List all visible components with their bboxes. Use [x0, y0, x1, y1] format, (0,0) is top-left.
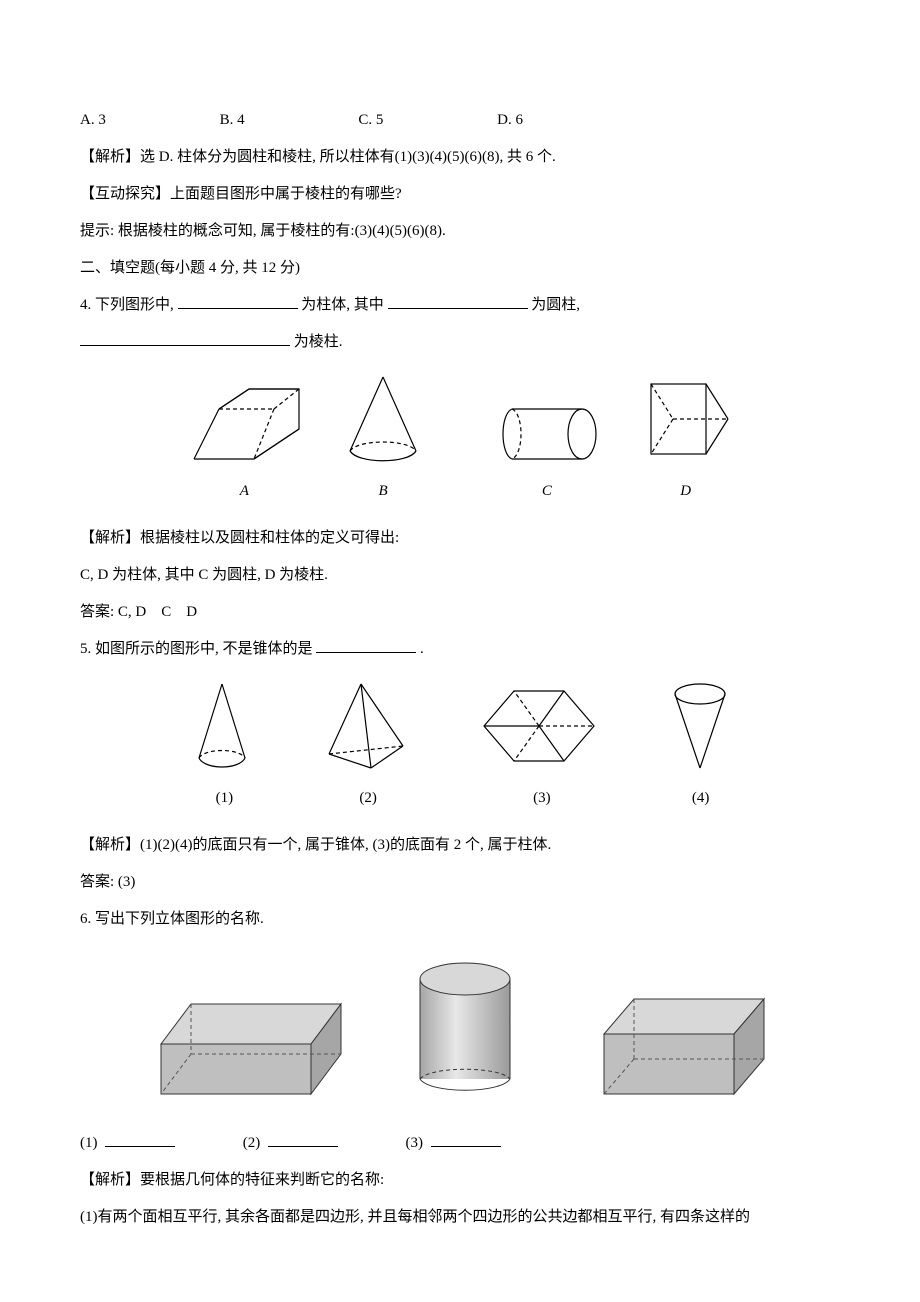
q5-label-3: (3) [447, 782, 637, 815]
option-a: A. 3 [80, 104, 106, 137]
q5-stem-text: 5. 如图所示的图形中, 不是锥体的是 [80, 641, 313, 657]
q4-stem-line2: 为棱柱. [80, 326, 840, 359]
q4-fig-b [338, 369, 428, 469]
q3-hint: 提示: 根据棱柱的概念可知, 属于棱柱的有:(3)(4)(5)(6)(8). [80, 215, 840, 248]
q6-line2: (1)有两个面相互平行, 其余各面都是四边形, 并且每相邻两个四边形的公共边都相… [80, 1201, 840, 1234]
q6-blank-1 [105, 1131, 175, 1147]
q5-fig-1 [187, 676, 257, 776]
q5-fig-4 [668, 676, 733, 776]
q4-text-mid2: 为圆柱, [531, 297, 580, 313]
q6-stem: 6. 写出下列立体图形的名称. [80, 903, 840, 936]
q6-label-2: (2) [243, 1135, 261, 1151]
q4-fig-d [636, 369, 736, 469]
q3-interaction: 【互动探究】上面题目图形中属于棱柱的有哪些? [80, 178, 840, 211]
q4-blank1 [178, 293, 298, 309]
q4-label-d: D [636, 475, 736, 508]
option-c: C. 5 [358, 104, 383, 137]
q5-answer: 答案: (3) [80, 866, 840, 899]
q4-blank2 [388, 293, 528, 309]
q5-fig-3 [464, 676, 614, 776]
q4-text-mid1: 为柱体, 其中 [301, 297, 384, 313]
q5-stem: 5. 如图所示的图形中, 不是锥体的是 . [80, 633, 840, 666]
q4-text-end: 为棱柱. [294, 334, 343, 350]
q5-fig-labels: (1) (2) (3) (4) [80, 782, 840, 815]
q5-blank [316, 637, 416, 653]
q4-label-b: B [308, 475, 458, 508]
q4-text-before: 4. 下列图形中, [80, 297, 174, 313]
q4-fig-a [184, 369, 304, 469]
q6-fig-3 [589, 974, 779, 1104]
q4-blank3 [80, 330, 290, 346]
q5-fig-2 [321, 676, 411, 776]
q5-label-2: (2) [293, 782, 443, 815]
q6-blank-2 [268, 1131, 338, 1147]
q5-figures [80, 676, 840, 776]
q4-label-c: C [462, 475, 632, 508]
option-b: B. 4 [220, 104, 245, 137]
q4-answer: 答案: C, D C D [80, 596, 840, 629]
q5-analysis: 【解析】(1)(2)(4)的底面只有一个, 属于锥体, (3)的底面有 2 个,… [80, 829, 840, 862]
q6-label-1: (1) [80, 1135, 98, 1151]
q5-stem-end: . [420, 641, 424, 657]
q6-blank-3 [431, 1131, 501, 1147]
q4-analysis1: 【解析】根据棱柱以及圆柱和柱体的定义可得出: [80, 522, 840, 555]
q6-figures [80, 954, 840, 1117]
q6-blanks: (1) (2) (3) [80, 1127, 840, 1160]
q3-analysis: 【解析】选 D. 柱体分为圆柱和棱柱, 所以柱体有(1)(3)(4)(5)(6)… [80, 141, 840, 174]
q6-fig-2 [390, 954, 540, 1104]
q4-stem-line1: 4. 下列图形中, 为柱体, 其中 为圆柱, [80, 289, 840, 322]
q4-fig-c [492, 399, 602, 469]
option-d: D. 6 [497, 104, 523, 137]
q6-label-3: (3) [406, 1135, 424, 1151]
q6-analysis: 【解析】要根据几何体的特征来判断它的名称: [80, 1164, 840, 1197]
q4-analysis2: C, D 为柱体, 其中 C 为圆柱, D 为棱柱. [80, 559, 840, 592]
q4-fig-labels: A B C D [80, 475, 840, 508]
q4-label-a: A [184, 475, 304, 508]
q4-figures [80, 369, 840, 469]
section2-title: 二、填空题(每小题 4 分, 共 12 分) [80, 252, 840, 285]
q5-label-4: (4) [641, 782, 761, 815]
q3-options: A. 3 B. 4 C. 5 D. 6 [80, 104, 840, 137]
q6-fig-1 [141, 974, 361, 1104]
q5-label-1: (1) [159, 782, 289, 815]
